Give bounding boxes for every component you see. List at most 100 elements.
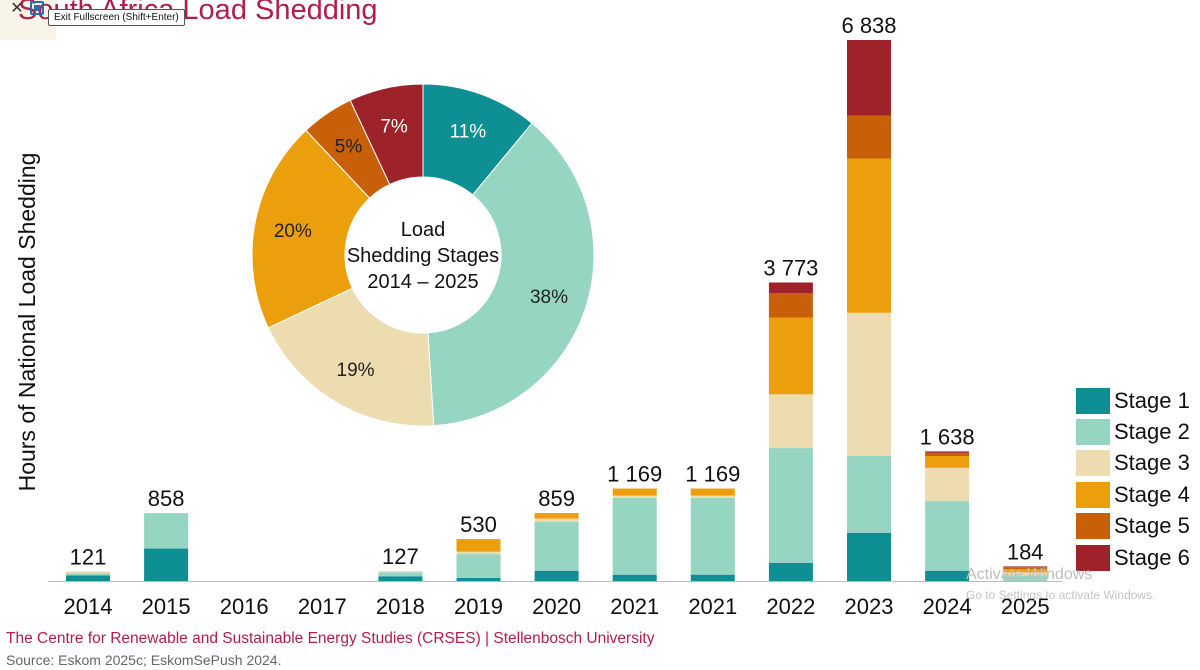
legend-item-stage-6: Stage 6 <box>1076 542 1190 573</box>
legend-label: Stage 4 <box>1114 481 1190 507</box>
legend-label: Stage 2 <box>1114 419 1190 445</box>
bar-segment-stage-1 <box>534 570 579 581</box>
bar-segment-stage-2 <box>768 448 813 563</box>
legend-swatch <box>1076 513 1110 540</box>
bar-segment-stage-3 <box>66 571 110 574</box>
x-tick-label: 2024 <box>923 594 972 619</box>
bar-segment-stage-2 <box>66 573 110 576</box>
donut-slice-stage-6 <box>349 83 424 186</box>
bar-segment-stage-1 <box>378 576 423 581</box>
bar-segment-stage-6 <box>1003 566 1048 568</box>
bar-segment-stage-3 <box>690 495 735 498</box>
bar-segment-stage-5 <box>847 115 891 159</box>
bar-segment-stage-1 <box>612 574 657 581</box>
legend-swatch <box>1076 419 1110 446</box>
legend-swatch <box>1076 544 1110 571</box>
donut-center-label: Load <box>401 219 446 241</box>
donut-value-label: 19% <box>337 360 375 381</box>
bar-segment-stage-4 <box>1003 569 1048 573</box>
bar-segment-stage-3 <box>378 570 423 573</box>
legend-item-stage-5: Stage 5 <box>1076 511 1190 542</box>
donut-slice-stage-2 <box>427 122 595 427</box>
x-tick-label: 2022 <box>766 594 815 619</box>
y-axis-label: Hours of National Load Shedding <box>14 153 40 492</box>
bar-segment-stage-3 <box>768 394 813 449</box>
bar-segment-stage-4 <box>690 488 735 496</box>
legend-item-stage-4: Stage 4 <box>1076 479 1190 510</box>
bar-segment-stage-2 <box>925 501 970 571</box>
bar-segment-stage-1 <box>690 574 735 581</box>
bar-segment-stage-4 <box>456 539 501 552</box>
bar-segment-stage-3 <box>534 518 579 522</box>
bar-total-label: 6 838 <box>841 13 896 38</box>
legend-swatch <box>1076 387 1110 414</box>
bar-segment-stage-3 <box>1003 572 1048 576</box>
bar-total-label: 1 169 <box>607 462 662 487</box>
legend-label: Stage 3 <box>1114 450 1190 476</box>
bar-segment-stage-3 <box>925 467 970 502</box>
bar-segment-stage-5 <box>1003 567 1048 570</box>
x-tick-label: 2014 <box>64 594 113 619</box>
bar-total-label: 1 169 <box>685 462 740 487</box>
x-tick-label: 2025 <box>1001 594 1050 619</box>
bar-total-label: 1 638 <box>920 424 975 449</box>
bar-segment-stage-2 <box>456 554 501 578</box>
bar-total-label: 3 773 <box>763 255 818 280</box>
bar-segment-stage-4 <box>925 455 970 468</box>
donut-center-label: 2014 – 2025 <box>367 271 478 293</box>
bar-segment-stage-5 <box>925 452 970 456</box>
bar-segment-stage-3 <box>456 551 501 555</box>
bar-total-label: 184 <box>1007 539 1044 564</box>
bar-total-label: 858 <box>148 486 185 511</box>
bar-segment-stage-3 <box>612 495 657 498</box>
bar-total-label: 530 <box>460 512 497 537</box>
bar-segment-stage-4 <box>534 513 579 519</box>
legend-item-stage-3: Stage 3 <box>1076 448 1190 479</box>
bar-segment-stage-1 <box>925 570 970 581</box>
donut-value-label: 5% <box>335 136 363 157</box>
bar-segment-stage-1 <box>768 562 813 581</box>
bar-segment-stage-2 <box>847 455 891 533</box>
bar-segment-stage-5 <box>768 293 813 318</box>
donut-value-label: 38% <box>530 287 568 308</box>
bar-segment-stage-2 <box>612 497 657 575</box>
legend-label: Stage 6 <box>1114 544 1190 570</box>
donut-center-label: Shedding Stages <box>347 245 499 267</box>
bar-segment-stage-6 <box>768 282 813 294</box>
donut-value-label: 7% <box>380 117 408 138</box>
bar-segment-stage-4 <box>847 158 891 313</box>
activate-windows-watermark: Activate Windows <box>966 566 1093 583</box>
bar-segment-stage-1 <box>66 575 110 581</box>
x-tick-label: 2019 <box>454 594 503 619</box>
footer-organization: The Centre for Renewable and Sustainable… <box>6 630 655 647</box>
corner-shade <box>0 0 56 40</box>
exit-fullscreen-icon[interactable] <box>30 1 44 15</box>
x-tick-label: 2021 <box>688 594 737 619</box>
legend-swatch <box>1076 481 1110 508</box>
x-tick-label: 2020 <box>532 594 581 619</box>
donut-value-label: 11% <box>450 121 487 142</box>
bar-segment-stage-1 <box>847 532 891 581</box>
close-icon[interactable]: ✕ <box>10 0 24 17</box>
bar-segment-stage-2 <box>690 497 735 575</box>
exit-fullscreen-tooltip: Exit Fullscreen (Shift+Enter) <box>48 9 185 26</box>
donut-slice-stage-4 <box>251 129 371 329</box>
x-tick-label: 2018 <box>376 594 425 619</box>
x-tick-label: 2017 <box>298 594 347 619</box>
x-tick-label: 2023 <box>845 594 894 619</box>
legend-swatch <box>1076 450 1110 477</box>
bar-total-label: 127 <box>382 544 419 569</box>
bar-total-label: 121 <box>70 544 107 569</box>
bar-segment-stage-1 <box>144 548 189 581</box>
legend: Stage 1 Stage 2 Stage 3 Stage 4 Stage 5 … <box>1076 385 1190 573</box>
legend-item-stage-1: Stage 1 <box>1076 385 1190 416</box>
bar-segment-stage-4 <box>612 488 657 496</box>
bar-segment-stage-6 <box>925 451 970 453</box>
bar-segment-stage-3 <box>847 312 891 456</box>
activate-windows-hint: Go to Settings to activate Windows. <box>966 588 1156 602</box>
donut-slice-stage-3 <box>267 287 435 427</box>
bar-segment-stage-1 <box>456 577 501 581</box>
legend-label: Stage 5 <box>1114 513 1190 539</box>
donut-value-label: 20% <box>274 221 312 242</box>
